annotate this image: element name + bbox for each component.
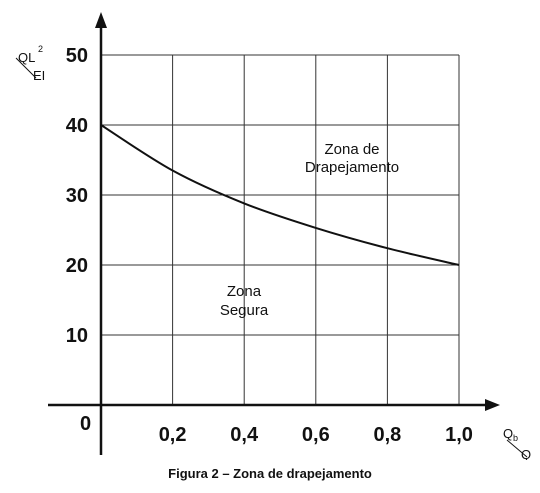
figure-caption: Figura 2 – Zona de drapejamento xyxy=(168,466,372,481)
x-tick-label: 0,6 xyxy=(302,424,330,446)
y-tick-label: 10 xyxy=(66,325,88,347)
annotation-unsafe-line2: Drapejamento xyxy=(305,159,399,176)
x-tick-label: 0,8 xyxy=(373,424,401,446)
x-tick-labels: 0,2 0,4 0,6 0,8 1,0 xyxy=(159,424,473,446)
y-tick-labels: 10 20 30 40 50 xyxy=(66,45,88,347)
y-label-slash xyxy=(15,57,37,79)
y-label-superscript: 2 xyxy=(38,44,43,54)
x-label-slash xyxy=(506,439,528,458)
y-tick-label: 30 xyxy=(66,185,88,207)
x-label-denominator: Q xyxy=(521,447,531,460)
series-line xyxy=(100,124,460,266)
annotation-safe-zone: Zona Segura xyxy=(220,283,269,319)
annotation-unsafe-line1: Zona de xyxy=(324,141,379,158)
y-axis-arrow xyxy=(95,12,107,28)
y-tick-label: 20 xyxy=(66,255,88,277)
x-label-numerator: Q xyxy=(503,426,513,441)
annotation-safe-line1: Zona xyxy=(227,283,262,300)
annotation-unsafe-zone: Zona de Drapejamento xyxy=(305,141,399,176)
origin-label: 0 xyxy=(80,413,91,435)
chart: 10 20 30 40 50 0,2 0,4 0,6 0,8 1,0 0 QL 2 EI Q b… xyxy=(15,12,531,460)
x-tick-label: 0,4 xyxy=(230,424,259,446)
x-axis-label: Q b Q xyxy=(503,426,531,460)
annotation-safe-line2: Segura xyxy=(220,302,269,319)
x-axis-arrow xyxy=(485,399,500,411)
y-axis-label: QL 2 EI xyxy=(15,44,45,83)
y-tick-label: 50 xyxy=(66,45,88,67)
y-label-denominator: EI xyxy=(33,68,45,83)
x-tick-label: 1,0 xyxy=(445,424,473,446)
y-label-numerator: QL xyxy=(18,50,35,65)
grid-lines xyxy=(101,54,460,405)
x-tick-label: 0,2 xyxy=(159,424,187,446)
y-tick-label: 40 xyxy=(66,115,88,137)
axes xyxy=(48,12,500,455)
x-label-subscript: b xyxy=(513,433,518,443)
